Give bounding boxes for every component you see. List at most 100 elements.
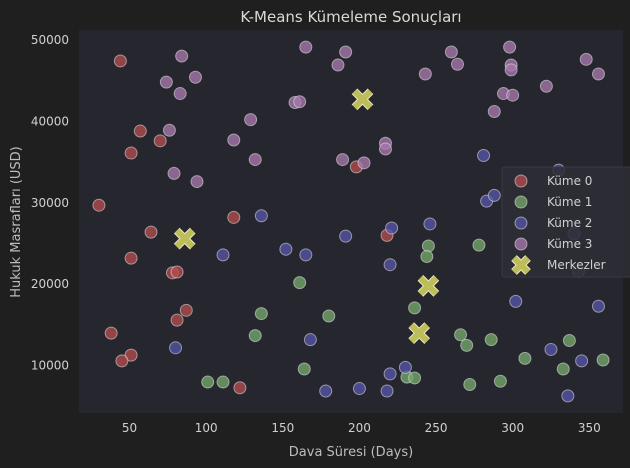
x-tick-label: 100 xyxy=(195,421,218,435)
point-kume-3 xyxy=(378,142,392,156)
point-kume-1 xyxy=(460,338,474,352)
point-kume-0 xyxy=(124,251,138,265)
y-tick-label: 50000 xyxy=(31,33,69,47)
point-kume-0 xyxy=(113,54,127,68)
point-kume-0 xyxy=(179,303,193,317)
legend-marker xyxy=(514,174,528,188)
point-kume-3 xyxy=(190,175,204,189)
point-kume-0 xyxy=(124,348,138,362)
point-kume-3 xyxy=(506,88,520,102)
point-kume-1 xyxy=(293,276,307,290)
point-kume-3 xyxy=(162,123,176,137)
legend-label: Küme 2 xyxy=(547,216,592,230)
point-kume-2 xyxy=(385,221,399,235)
point-kume-3 xyxy=(159,75,173,89)
point-kume-0 xyxy=(124,146,138,160)
point-kume-3 xyxy=(503,40,517,54)
x-axis-label: Dava Süresi (Days) xyxy=(289,445,413,460)
point-kume-2 xyxy=(169,341,183,355)
point-kume-1 xyxy=(254,307,268,321)
point-kume-1 xyxy=(484,333,498,347)
point-kume-3 xyxy=(539,79,553,93)
point-kume-3 xyxy=(591,67,605,81)
legend-label: Küme 0 xyxy=(547,174,592,188)
x-tick-label: 250 xyxy=(425,421,448,435)
point-kume-3 xyxy=(418,67,432,81)
point-kume-3 xyxy=(299,40,313,54)
point-kume-3 xyxy=(244,113,258,127)
y-tick-label: 10000 xyxy=(31,359,69,373)
point-kume-2 xyxy=(383,258,397,272)
x-tick-label: 150 xyxy=(271,421,294,435)
point-kume-1 xyxy=(322,309,336,323)
point-kume-0 xyxy=(170,313,184,327)
point-kume-2 xyxy=(319,384,333,398)
legend-marker xyxy=(514,237,528,251)
point-kume-3 xyxy=(579,52,593,66)
point-kume-3 xyxy=(293,95,307,109)
legend-marker xyxy=(511,255,531,275)
point-kume-2 xyxy=(544,342,558,356)
point-kume-1 xyxy=(493,374,507,388)
point-kume-1 xyxy=(420,250,434,264)
point-kume-2 xyxy=(383,367,397,381)
point-kume-3 xyxy=(188,70,202,84)
point-kume-1 xyxy=(408,301,422,315)
point-kume-2 xyxy=(380,384,394,398)
point-kume-0 xyxy=(144,225,158,239)
centroid-marker xyxy=(408,322,431,344)
point-kume-2 xyxy=(303,333,317,347)
y-tick-label: 30000 xyxy=(31,196,69,210)
centroid-marker xyxy=(351,88,374,111)
centroid-marker xyxy=(417,275,440,297)
point-kume-1 xyxy=(556,362,570,376)
point-kume-1 xyxy=(454,328,468,342)
point-kume-1 xyxy=(248,329,262,343)
point-kume-3 xyxy=(444,45,458,59)
legend-box xyxy=(501,166,630,278)
point-kume-2 xyxy=(216,248,230,262)
point-kume-2 xyxy=(561,389,575,403)
point-kume-3 xyxy=(227,133,241,147)
point-kume-1 xyxy=(562,333,576,347)
point-kume-1 xyxy=(472,238,486,252)
point-kume-3 xyxy=(175,49,189,63)
chart-title: K-Means Kümeleme Sonuçları xyxy=(240,8,461,26)
point-kume-1 xyxy=(518,351,532,365)
point-kume-1 xyxy=(408,371,422,385)
point-kume-2 xyxy=(423,217,437,231)
legend-label: Merkezler xyxy=(547,258,606,272)
x-tick-label: 50 xyxy=(122,421,137,435)
legend: Küme 0 Küme 1 Küme 2 Küme 3 Merkezler xyxy=(501,166,630,278)
point-kume-3 xyxy=(357,156,371,170)
point-kume-0 xyxy=(170,265,184,279)
point-kume-3 xyxy=(167,166,181,180)
point-kume-2 xyxy=(339,229,353,243)
x-axis-ticks: 50 100 150 200 250 300 350 xyxy=(122,421,601,435)
point-kume-2 xyxy=(398,360,412,374)
point-kume-3 xyxy=(451,57,465,71)
y-axis-ticks: 10000 20000 30000 40000 50000 xyxy=(31,33,69,373)
point-kume-1 xyxy=(421,239,435,253)
x-tick-label: 200 xyxy=(348,421,371,435)
point-kume-2 xyxy=(254,209,268,223)
y-tick-label: 40000 xyxy=(31,114,69,128)
point-kume-2 xyxy=(509,294,523,308)
point-kume-0 xyxy=(92,198,106,212)
point-kume-3 xyxy=(487,104,501,118)
point-kume-3 xyxy=(173,87,187,101)
point-kume-3 xyxy=(336,153,350,167)
legend-marker xyxy=(514,216,528,230)
legend-label: Küme 1 xyxy=(547,195,592,209)
point-kume-0 xyxy=(153,134,167,148)
point-kume-2 xyxy=(575,354,589,368)
x-tick-label: 300 xyxy=(501,421,524,435)
point-kume-2 xyxy=(477,148,491,162)
point-kume-3 xyxy=(504,63,518,77)
scatter-points xyxy=(92,40,610,403)
point-kume-2 xyxy=(299,248,313,262)
point-kume-0 xyxy=(233,381,247,395)
centroid-markers xyxy=(173,88,440,344)
point-kume-1 xyxy=(216,375,230,389)
